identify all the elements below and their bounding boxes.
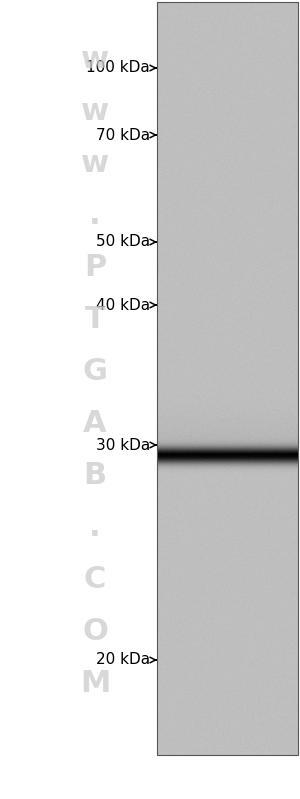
Text: w: w	[81, 149, 109, 178]
Text: 100 kDa: 100 kDa	[86, 61, 150, 75]
Text: T: T	[85, 305, 105, 335]
Text: G: G	[82, 357, 107, 387]
Text: w: w	[81, 46, 109, 74]
Text: 30 kDa: 30 kDa	[96, 438, 150, 452]
Text: w: w	[81, 97, 109, 126]
Bar	[157, 2, 298, 755]
Text: M: M	[80, 670, 110, 698]
Text: P: P	[84, 253, 106, 283]
Text: 70 kDa: 70 kDa	[96, 128, 150, 142]
Text: O: O	[82, 618, 108, 646]
Text: .: .	[89, 514, 101, 543]
Text: B: B	[83, 462, 106, 491]
Text: 20 kDa: 20 kDa	[96, 653, 150, 667]
Text: 50 kDa: 50 kDa	[96, 234, 150, 249]
Text: 40 kDa: 40 kDa	[96, 297, 150, 312]
Text: C: C	[84, 566, 106, 594]
Text: .: .	[89, 201, 101, 230]
Text: A: A	[83, 410, 107, 439]
